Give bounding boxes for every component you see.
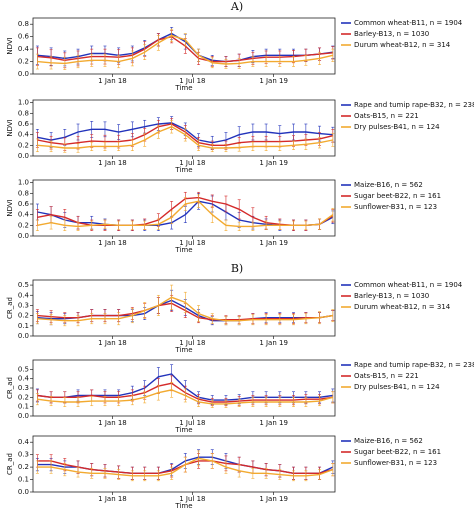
x-tick-label: 1 Jan 19	[259, 77, 288, 85]
y-tick-label: 0.0	[18, 152, 29, 160]
legend-label: Common wheat-B11, n = 1904	[354, 281, 463, 289]
y-tick-label: 0.2	[18, 221, 29, 229]
x-tick-label: 1 Jan 19	[259, 495, 288, 503]
legend-label: Rape and tumip rape-B32, n = 238	[354, 361, 474, 369]
y-tick-label: 0.2	[18, 141, 29, 149]
x-tick-label: 1 Jan 18	[98, 419, 127, 427]
y-tick-label: 0.0	[18, 232, 29, 240]
x-tick-label: 1 Jul 18	[179, 239, 205, 247]
legend-label: Common wheat-B11, n = 1904	[354, 19, 463, 27]
x-axis-label: Time	[174, 246, 192, 254]
x-tick-label: 1 Jul 18	[179, 77, 205, 85]
y-tick-label: 1.0	[18, 179, 29, 187]
y-tick-label: 0.0	[18, 70, 29, 78]
y-tick-label: 0.4	[18, 131, 30, 139]
series-line	[37, 296, 333, 322]
y-tick-label: 0.3	[18, 451, 29, 459]
y-tick-label: 0.2	[18, 393, 29, 401]
legend-label: Durum wheat-B12, n = 314	[354, 303, 451, 311]
plot-area	[32, 359, 336, 417]
x-tick-label: 1 Jan 19	[259, 339, 288, 347]
x-axis-label: Time	[174, 502, 192, 510]
x-tick-label: 1 Jan 18	[98, 495, 127, 503]
y-tick-label: 0.0	[18, 412, 29, 420]
x-tick-label: 1 Jul 18	[179, 159, 205, 167]
y-axis-label: NDVI	[6, 119, 14, 136]
legend-label: Barley-B13, n = 1030	[354, 292, 429, 300]
x-tick-label: 1 Jan 18	[98, 159, 127, 167]
series-line	[37, 457, 334, 477]
x-tick-label: 1 Jan 19	[259, 159, 288, 167]
x-tick-label: 1 Jan 18	[98, 239, 127, 247]
series-line	[37, 34, 333, 65]
x-tick-label: 1 Jul 18	[179, 339, 205, 347]
series-line	[37, 200, 334, 228]
y-tick-label: 0.3	[18, 301, 29, 309]
legend-label: Maize-B16, n = 562	[354, 437, 423, 445]
y-tick-label: 0.1	[18, 322, 29, 330]
y-tick-label: 0.6	[18, 120, 30, 128]
plot-area	[32, 279, 336, 337]
y-tick-label: 0.2	[18, 58, 29, 66]
y-axis-label: CR_ad	[6, 377, 14, 399]
legend-label: Sunflower-B31, n = 123	[354, 203, 437, 211]
legend-label: Sugar beet-B22, n = 161	[354, 448, 441, 456]
y-tick-label: 0.4	[18, 45, 30, 53]
legend-label: Sugar beet-B22, n = 161	[354, 192, 441, 200]
legend-label: Durum wheat-B12, n = 314	[354, 41, 451, 49]
legend-label: Dry pulses-B41, n = 124	[354, 383, 440, 391]
y-tick-label: 1.0	[18, 99, 29, 107]
y-tick-label: 0.1	[18, 476, 29, 484]
y-tick-label: 0.8	[18, 20, 29, 28]
x-tick-label: 1 Jul 18	[179, 495, 205, 503]
y-tick-label: 0.1	[18, 403, 29, 411]
series-line	[37, 389, 333, 405]
x-tick-label: 1 Jan 19	[259, 419, 288, 427]
y-tick-label: 0.6	[18, 33, 30, 41]
x-tick-label: 1 Jul 18	[179, 419, 205, 427]
y-axis-label: CR_ad	[6, 297, 14, 319]
x-tick-label: 1 Jan 19	[259, 239, 288, 247]
legend-label: Dry pulses-B41, n = 124	[354, 123, 440, 131]
y-tick-label: 0.2	[18, 312, 29, 320]
y-tick-label: 0.6	[18, 200, 30, 208]
x-axis-label: Time	[174, 166, 192, 174]
y-tick-label: 0.4	[18, 375, 30, 383]
y-tick-label: 0.4	[18, 291, 30, 299]
legend-label: Rape and tumip rape-B32, n = 238	[354, 101, 474, 109]
x-tick-label: 1 Jan 18	[98, 77, 127, 85]
legend-label: Sunflower-B31, n = 123	[354, 459, 437, 467]
y-tick-label: 0.8	[18, 189, 29, 197]
y-axis-label: NDVI	[6, 199, 14, 216]
y-tick-label: 0.5	[18, 365, 29, 373]
y-tick-label: 0.0	[18, 488, 29, 496]
panel-title: A)	[230, 0, 243, 13]
panel-title: B)	[231, 262, 243, 275]
y-tick-label: 0.3	[18, 384, 29, 392]
y-tick-label: 0.5	[18, 281, 29, 289]
legend-label: Barley-B13, n = 1030	[354, 30, 429, 38]
legend-label: Oats-B15, n = 221	[354, 112, 419, 120]
y-axis-label: CR_ad	[6, 453, 14, 475]
x-axis-label: Time	[174, 426, 192, 434]
y-tick-label: 0.8	[18, 109, 29, 117]
y-tick-label: 0.2	[18, 463, 29, 471]
x-axis-label: Time	[174, 84, 192, 92]
y-tick-label: 0.0	[18, 332, 29, 340]
y-tick-label: 0.4	[18, 211, 30, 219]
y-tick-label: 0.4	[18, 438, 30, 446]
x-axis-label: Time	[174, 346, 192, 354]
legend-label: Oats-B15, n = 221	[354, 372, 419, 380]
y-axis-label: NDVI	[6, 37, 14, 54]
x-tick-label: 1 Jan 18	[98, 339, 127, 347]
legend-label: Maize-B16, n = 562	[354, 181, 423, 189]
series-line	[37, 125, 333, 149]
plot-area	[32, 435, 336, 493]
